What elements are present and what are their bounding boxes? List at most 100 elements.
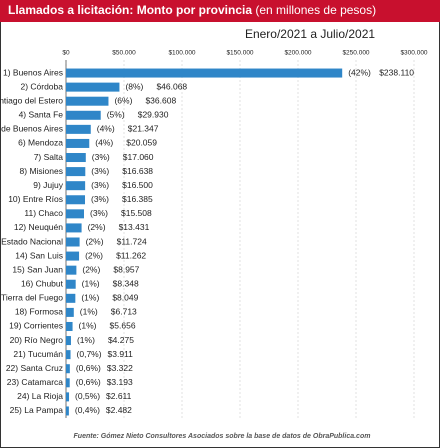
y-tick-label: 6) Mendoza bbox=[18, 138, 63, 148]
y-tick-label: 18) Formosa bbox=[15, 307, 63, 317]
y-tick-label: 12) Neuquén bbox=[14, 222, 63, 232]
y-tick-label: 17) Tierra del Fuego bbox=[0, 293, 63, 303]
value-label: $16.500 bbox=[122, 180, 153, 190]
bar bbox=[66, 223, 82, 233]
value-label: $3.322 bbox=[107, 363, 133, 373]
bar bbox=[66, 293, 76, 303]
y-tick-label: 9) Jujuy bbox=[33, 180, 64, 190]
value-label: $3.193 bbox=[107, 377, 133, 387]
bar bbox=[66, 321, 73, 331]
y-tick-label: 23) Catamarca bbox=[7, 377, 63, 387]
y-tick-label: 2) Córdoba bbox=[20, 81, 63, 91]
share-label: (42%) bbox=[348, 67, 371, 77]
y-tick-label: 16) Chubut bbox=[21, 278, 64, 288]
bar bbox=[66, 96, 109, 106]
share-label: (4%) bbox=[95, 138, 113, 148]
share-label: (1%) bbox=[81, 293, 99, 303]
bar bbox=[66, 406, 69, 416]
share-label: (1%) bbox=[77, 335, 95, 345]
bar bbox=[66, 68, 343, 78]
bar bbox=[66, 209, 84, 219]
y-tick-label: 25) La Pampa bbox=[10, 405, 64, 415]
value-label: $238.110 bbox=[379, 67, 414, 77]
y-tick-label: 19) Corrientes bbox=[9, 321, 63, 331]
x-tick-label: $300.000 bbox=[400, 50, 427, 57]
value-label: $8.957 bbox=[113, 264, 139, 274]
bar bbox=[66, 138, 90, 148]
bar bbox=[66, 307, 74, 317]
y-tick-label: 4) Santa Fe bbox=[19, 110, 64, 120]
share-label: (6%) bbox=[114, 95, 132, 105]
bar bbox=[66, 378, 70, 388]
value-label: $3.911 bbox=[108, 349, 134, 359]
bar bbox=[66, 181, 86, 191]
share-label: (3%) bbox=[92, 152, 110, 162]
bar bbox=[66, 336, 71, 346]
value-label: $5.656 bbox=[110, 321, 136, 331]
bar bbox=[66, 350, 71, 360]
value-label: $21.347 bbox=[128, 124, 159, 134]
share-label: (1%) bbox=[79, 321, 97, 331]
title-bar bbox=[0, 0, 440, 22]
value-label: $16.638 bbox=[122, 166, 153, 176]
value-label: $15.508 bbox=[121, 208, 152, 218]
x-tick-label: $100.000 bbox=[168, 50, 195, 57]
value-label: $46.068 bbox=[156, 81, 187, 91]
bar bbox=[66, 195, 86, 205]
x-tick-label: $0 bbox=[62, 50, 70, 57]
y-tick-label: 8) Misiones bbox=[20, 166, 63, 176]
share-label: (2%) bbox=[82, 264, 100, 274]
share-label: (3%) bbox=[91, 180, 109, 190]
y-tick-label: 13) Estado Nacional bbox=[0, 236, 63, 246]
share-label: (3%) bbox=[91, 194, 109, 204]
y-tick-label: 3) Santiago del Estero bbox=[0, 95, 63, 105]
share-label: (2%) bbox=[86, 236, 104, 246]
share-label: (2%) bbox=[85, 250, 103, 260]
bar bbox=[66, 153, 86, 163]
y-tick-label: 10) Entre Ríos bbox=[8, 194, 63, 204]
value-label: $13.431 bbox=[119, 222, 150, 232]
x-tick-label: $150.000 bbox=[226, 50, 253, 57]
share-label: (2%) bbox=[88, 222, 106, 232]
bar bbox=[66, 279, 76, 289]
bar bbox=[66, 124, 91, 134]
value-label: $20.059 bbox=[126, 138, 157, 148]
y-tick-label: 15) San Juan bbox=[12, 264, 63, 274]
value-label: $11.724 bbox=[117, 236, 147, 246]
value-label: $2.611 bbox=[106, 391, 132, 401]
y-tick-label: 1) Buenos Aires bbox=[3, 67, 63, 77]
source: Fuente: Gómez Nieto Consultores Asociado… bbox=[74, 433, 371, 440]
share-label: (3%) bbox=[90, 208, 108, 218]
x-tick-label: $200.000 bbox=[284, 50, 311, 57]
share-label: (1%) bbox=[80, 307, 98, 317]
y-tick-label: 5) Ciudad de Buenos Aires bbox=[0, 124, 63, 134]
value-label: $8.348 bbox=[113, 278, 139, 288]
value-label: $36.608 bbox=[145, 95, 176, 105]
chart-subtitle: Enero/2021 a Julio/2021 bbox=[245, 27, 375, 41]
share-label: (8%) bbox=[125, 81, 143, 91]
y-tick-label: 11) Chaco bbox=[24, 208, 63, 218]
value-label: $6.713 bbox=[111, 307, 137, 317]
value-label: $2.482 bbox=[106, 405, 132, 415]
x-tick-label: $250.000 bbox=[342, 50, 369, 57]
share-label: (0,6%) bbox=[76, 377, 101, 387]
bar bbox=[66, 251, 80, 261]
share-label: (0,7%) bbox=[77, 349, 102, 359]
share-label: (1%) bbox=[82, 278, 100, 288]
y-tick-label: 7) Salta bbox=[34, 152, 64, 162]
value-label: $17.060 bbox=[123, 152, 154, 162]
bar bbox=[66, 237, 80, 247]
share-label: (4%) bbox=[97, 124, 115, 134]
bar bbox=[66, 392, 70, 402]
value-label: $29.930 bbox=[138, 110, 169, 120]
y-tick-label: 21) Tucumán bbox=[13, 349, 63, 359]
value-label: $11.262 bbox=[116, 250, 146, 260]
bar bbox=[66, 82, 120, 92]
bar bbox=[66, 110, 101, 120]
bar bbox=[66, 265, 77, 275]
y-tick-label: 22) Santa Cruz bbox=[6, 363, 63, 373]
share-label: (3%) bbox=[91, 166, 109, 176]
value-label: $16.385 bbox=[122, 194, 153, 204]
share-label: (0,4%) bbox=[75, 405, 100, 415]
